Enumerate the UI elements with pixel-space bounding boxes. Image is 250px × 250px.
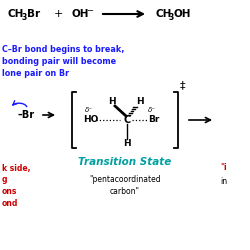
Text: OH: OH [174, 9, 192, 19]
Text: Transition State: Transition State [78, 157, 172, 167]
Text: "i: "i [220, 164, 226, 172]
Text: ond: ond [2, 200, 18, 208]
Text: lone pair on Br: lone pair on Br [2, 70, 69, 78]
Text: H: H [136, 98, 144, 106]
Text: −: − [86, 6, 93, 16]
Text: in: in [220, 176, 227, 186]
Text: bonding pair will become: bonding pair will become [2, 58, 116, 66]
Text: δ⁻: δ⁻ [148, 107, 156, 113]
Text: 3: 3 [169, 12, 174, 22]
Text: CH: CH [155, 9, 172, 19]
Text: OH: OH [72, 9, 90, 19]
Text: C: C [124, 115, 130, 125]
Text: "pentacoordinated: "pentacoordinated [89, 176, 161, 184]
Text: 3: 3 [22, 12, 27, 22]
Text: g: g [2, 176, 8, 184]
Text: δ⁻: δ⁻ [85, 107, 93, 113]
Text: HO: HO [83, 116, 98, 124]
Text: ‡: ‡ [180, 80, 186, 90]
Text: C–Br bond begins to break,: C–Br bond begins to break, [2, 46, 124, 54]
Text: carbon": carbon" [110, 188, 140, 196]
Text: ons: ons [2, 188, 18, 196]
Text: Br: Br [27, 9, 40, 19]
Text: CH: CH [8, 9, 24, 19]
Text: –Br: –Br [18, 110, 35, 120]
Text: k side,: k side, [2, 164, 30, 172]
Text: H: H [123, 138, 131, 147]
Text: Br: Br [148, 116, 160, 124]
Text: H: H [108, 98, 116, 106]
Text: +: + [53, 9, 63, 19]
